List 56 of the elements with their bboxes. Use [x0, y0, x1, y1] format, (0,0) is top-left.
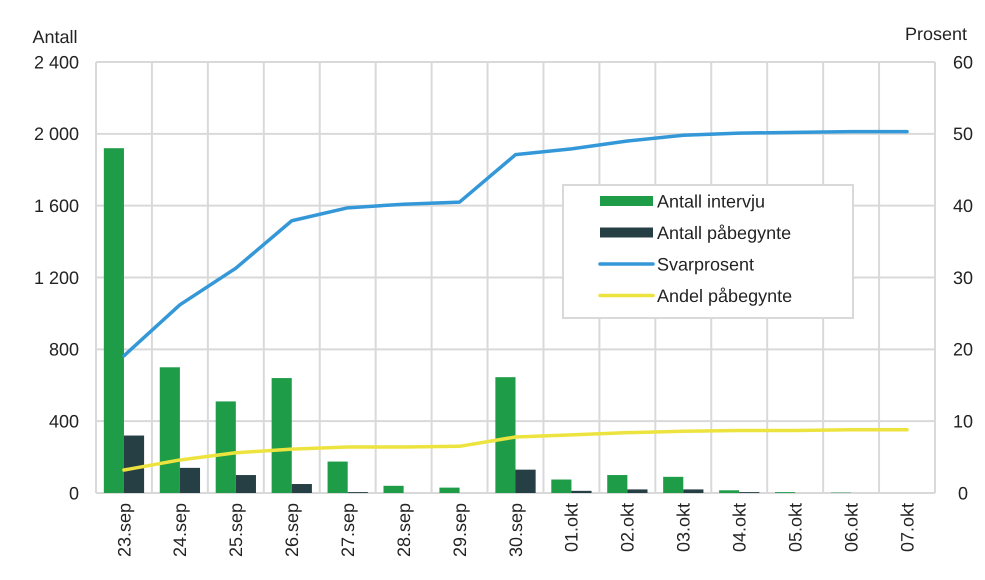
- x-tick-label: 07.okt: [897, 503, 918, 552]
- x-tick-label: 28.sep: [394, 503, 414, 558]
- x-tick-label: 24.sep: [170, 503, 190, 558]
- bar: [104, 148, 124, 493]
- x-tick-label: 27.sep: [338, 503, 358, 558]
- y2-tick-label: 40: [952, 196, 974, 216]
- bar: [216, 401, 236, 493]
- y-tick-label: 800: [48, 340, 79, 360]
- y-tick-label: 400: [48, 411, 79, 432]
- bar: [160, 367, 180, 493]
- bar: [439, 488, 460, 493]
- y2-tick-label: 50: [952, 124, 974, 144]
- bar: [292, 484, 312, 493]
- y2-tick-label: 20: [952, 340, 974, 360]
- bar: [627, 489, 648, 493]
- bar: [236, 475, 256, 493]
- bar: [124, 436, 144, 493]
- x-tick-label: 25.sep: [226, 503, 246, 558]
- legend-label: Andel påbegynte: [657, 286, 792, 306]
- bar: [495, 377, 516, 493]
- bar: [516, 470, 536, 493]
- bar: [180, 468, 200, 493]
- bar: [328, 462, 348, 493]
- bar: [663, 476, 684, 493]
- x-tick-label: 03.okt: [674, 503, 694, 552]
- bar: [551, 480, 572, 493]
- legend-label: Svarprosent: [657, 254, 754, 274]
- legend-label: Antall intervju: [657, 191, 766, 212]
- y-axis-title: Antall: [32, 27, 78, 47]
- x-tick-label: 01.okt: [562, 503, 582, 552]
- line-series: [122, 428, 909, 472]
- y-tick-label: 0: [68, 483, 79, 504]
- bar: [683, 489, 704, 493]
- bar: [607, 475, 628, 493]
- bar: [383, 486, 404, 493]
- y2-tick-label: 10: [952, 411, 974, 432]
- x-tick-label: 29.sep: [450, 503, 470, 558]
- x-tick-label: 06.okt: [841, 503, 862, 552]
- x-tick-label: 26.sep: [282, 503, 302, 558]
- bar: [272, 378, 292, 493]
- line-series: [122, 130, 909, 358]
- x-tick-label: 02.okt: [618, 503, 638, 552]
- y-tick-label: 2 000: [34, 124, 79, 144]
- y2-tick-label: 0: [958, 483, 968, 504]
- x-tick-label: 04.okt: [730, 503, 750, 552]
- y2-axis-title: Prosent: [904, 24, 968, 44]
- bar: [719, 490, 740, 493]
- legend-label: Antall påbegynte: [657, 222, 792, 243]
- x-tick-label: 05.okt: [785, 503, 806, 552]
- y-tick-label: 1 200: [34, 268, 79, 288]
- y2-tick-label: 60: [952, 52, 974, 72]
- y-tick-label: 2 400: [34, 52, 79, 72]
- x-tick-label: 30.sep: [506, 503, 526, 558]
- y2-tick-label: 30: [952, 268, 974, 288]
- y-tick-label: 1 600: [34, 196, 79, 216]
- x-tick-label: 23.sep: [114, 503, 134, 558]
